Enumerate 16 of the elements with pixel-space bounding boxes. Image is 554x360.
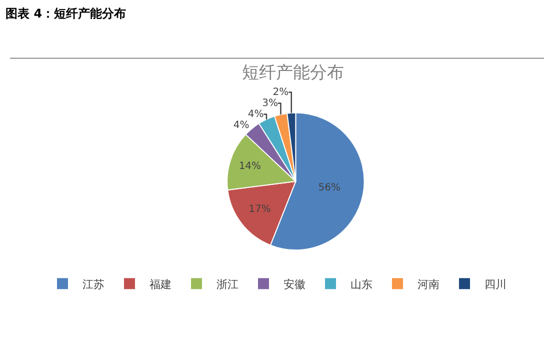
chart-subtitle: 短纤产能分布 [242,63,344,83]
data-label: 4% [248,108,264,120]
legend-label: 安徽 [284,278,306,291]
legend-label: 江苏 [82,278,104,291]
data-label: 4% [233,120,250,131]
data-label: 56% [318,182,340,194]
legend-label: 浙江 [216,278,238,291]
legend-label: 山东 [350,278,372,291]
data-label: 3% [262,98,278,109]
data-label: 17% [248,204,271,215]
data-label: 2% [272,86,289,98]
legend-label: 福建 [150,278,172,291]
legend-label: 四川 [484,278,506,291]
chart-title: 图表 4：短纤产能分布 [6,6,126,20]
data-label: 14% [238,161,262,172]
legend-label: 河南 [418,278,440,291]
